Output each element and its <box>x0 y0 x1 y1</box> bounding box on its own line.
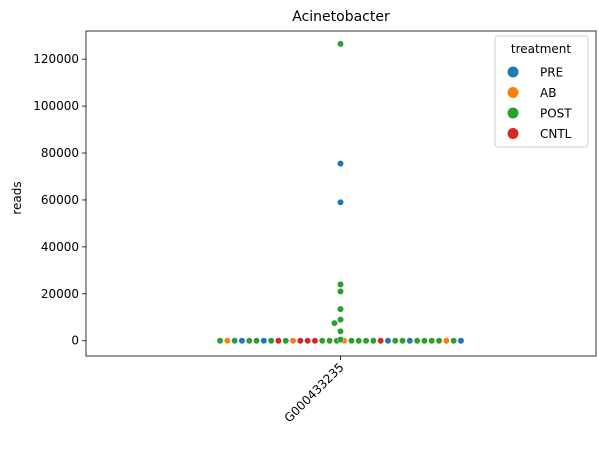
data-point <box>399 337 406 345</box>
data-point <box>348 337 355 345</box>
data-point <box>282 337 290 345</box>
data-point <box>391 337 399 345</box>
data-points <box>216 40 465 345</box>
legend-label: PRE <box>540 66 563 80</box>
data-point <box>337 160 344 168</box>
data-point <box>355 337 363 345</box>
data-point <box>442 337 450 345</box>
data-point <box>362 337 370 345</box>
data-point <box>296 337 304 345</box>
y-axis-label: reads <box>10 181 24 214</box>
legend: treatment PRE AB POST CNTL <box>494 35 589 148</box>
data-point <box>428 337 436 345</box>
data-point <box>384 337 392 345</box>
legend-marker <box>507 107 519 119</box>
data-point <box>216 337 224 345</box>
data-point <box>435 337 443 345</box>
plot-frame <box>85 30 597 357</box>
legend-marker <box>507 66 519 78</box>
data-point <box>326 337 333 345</box>
data-point <box>337 40 344 48</box>
data-point <box>267 337 275 345</box>
data-point <box>337 327 344 335</box>
y-tick-label: 0 <box>71 334 79 348</box>
data-point <box>450 337 458 345</box>
legend-marker <box>507 128 519 139</box>
data-point <box>337 305 344 313</box>
data-point <box>337 316 344 324</box>
data-point <box>231 337 239 345</box>
data-point <box>318 337 326 345</box>
data-point <box>413 337 421 345</box>
data-point <box>406 337 414 345</box>
legend-title: treatment <box>511 42 571 56</box>
data-point <box>311 337 319 345</box>
data-point <box>275 337 282 345</box>
data-point <box>223 337 231 345</box>
legend-label: CNTL <box>540 127 572 141</box>
y-tick-label: 100000 <box>33 99 79 113</box>
data-point <box>421 337 428 345</box>
data-point <box>337 288 344 295</box>
y-tick-label: 80000 <box>41 146 79 160</box>
y-tick-label: 20000 <box>41 287 79 301</box>
data-point <box>369 337 377 345</box>
chart-title: Acinetobacter <box>292 9 390 25</box>
data-point <box>238 337 246 345</box>
y-tick-label: 120000 <box>33 52 79 66</box>
data-point <box>337 198 344 206</box>
y-tick-label: 40000 <box>41 240 79 254</box>
legend-marker <box>507 87 519 98</box>
data-point <box>289 337 297 345</box>
data-point <box>457 337 465 345</box>
data-point <box>260 337 268 345</box>
y-tick-label: 60000 <box>41 193 79 207</box>
data-point <box>245 337 253 345</box>
data-point <box>377 337 385 345</box>
data-point <box>331 319 338 327</box>
legend-label: AB <box>540 86 556 100</box>
data-point <box>304 337 312 345</box>
legend-label: POST <box>540 107 572 121</box>
data-point <box>253 337 260 345</box>
legend-box <box>494 35 589 148</box>
data-point <box>337 280 344 288</box>
data-point <box>337 336 344 344</box>
